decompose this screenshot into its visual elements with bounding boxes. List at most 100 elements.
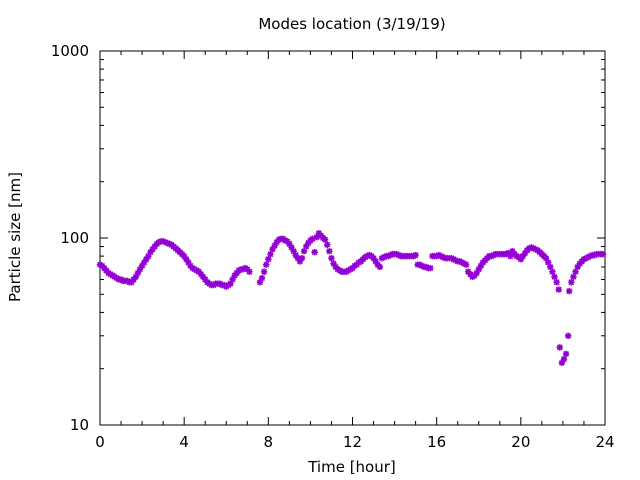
- data-point: [263, 261, 270, 268]
- data-point: [412, 251, 419, 259]
- data-point: [544, 259, 552, 266]
- data-point: [553, 279, 560, 286]
- data-point: [229, 276, 236, 283]
- data-point: [505, 249, 512, 257]
- data-point: [292, 251, 299, 259]
- data-point: [180, 252, 188, 260]
- data-point: [599, 250, 607, 258]
- plot-frame: [99, 50, 606, 426]
- data-point: [530, 245, 537, 252]
- data-point: [265, 256, 272, 263]
- data-point: [147, 248, 154, 256]
- data-point: [128, 279, 135, 286]
- data-point: [326, 247, 333, 255]
- data-point: [572, 268, 579, 275]
- data-point: [140, 259, 148, 266]
- data-point: [568, 279, 575, 286]
- x-tick-label: 8: [264, 433, 274, 451]
- data-point: [290, 247, 297, 255]
- data-point: [427, 264, 434, 272]
- data-point: [311, 248, 318, 256]
- data-point: [260, 268, 268, 275]
- data-point: [372, 258, 379, 265]
- data-point: [294, 254, 301, 262]
- data-point: [149, 246, 156, 253]
- data-point: [159, 238, 167, 245]
- x-tick-label: 4: [179, 433, 189, 451]
- y-tick-label: 10: [70, 416, 89, 434]
- data-point: [555, 286, 562, 293]
- data-point: [328, 254, 335, 262]
- data-point: [475, 266, 482, 273]
- data-point: [370, 254, 377, 262]
- data-point: [526, 245, 533, 252]
- data-point: [509, 247, 516, 255]
- data-point: [300, 247, 308, 255]
- data-points: [96, 230, 607, 367]
- data-point: [532, 246, 539, 253]
- data-point: [521, 249, 529, 257]
- data-point: [271, 242, 278, 249]
- y-tick-label: 100: [60, 229, 89, 247]
- data-point: [558, 359, 566, 367]
- data-point: [324, 241, 331, 248]
- data-point: [560, 355, 568, 363]
- data-point: [303, 243, 310, 250]
- data-point: [138, 262, 146, 270]
- data-point: [542, 254, 550, 262]
- data-point: [473, 269, 480, 277]
- data-point: [164, 239, 171, 247]
- data-point: [528, 244, 535, 251]
- x-tick-label: 24: [595, 433, 614, 451]
- data-point: [155, 238, 163, 246]
- data-point: [547, 263, 554, 271]
- data-point: [296, 258, 304, 265]
- data-point: [227, 280, 234, 287]
- tick-marks: [99, 50, 606, 426]
- data-point: [517, 256, 525, 263]
- data-point: [202, 276, 209, 283]
- data-point: [556, 344, 563, 351]
- data-point: [185, 259, 192, 266]
- data-point: [321, 236, 329, 243]
- data-point: [462, 261, 470, 268]
- y-axis-title: Particle size [nm]: [6, 172, 24, 302]
- data-point: [162, 238, 169, 246]
- data-point: [246, 268, 253, 275]
- data-point: [145, 252, 152, 260]
- y-tick-label: 1000: [51, 42, 89, 60]
- data-point: [549, 268, 556, 275]
- data-point: [183, 256, 190, 263]
- data-point: [275, 236, 283, 243]
- x-tick-label: 0: [95, 433, 105, 451]
- data-point: [134, 269, 142, 277]
- data-point: [288, 244, 295, 251]
- data-point: [570, 273, 577, 281]
- data-point: [136, 266, 144, 273]
- data-point: [564, 332, 572, 339]
- data-point: [258, 274, 266, 282]
- data-point: [551, 273, 558, 281]
- data-point: [566, 287, 573, 295]
- data-point: [166, 240, 173, 248]
- x-tick-label: 20: [511, 433, 530, 451]
- data-point: [281, 237, 289, 244]
- chart-title: Modes location (3/19/19): [258, 15, 445, 33]
- data-point: [330, 260, 337, 267]
- data-point: [519, 252, 527, 260]
- data-point: [269, 246, 276, 253]
- data-point: [477, 262, 485, 270]
- data-point: [574, 263, 581, 271]
- x-tick-label: 16: [427, 433, 446, 451]
- data-point: [313, 233, 320, 241]
- data-point: [132, 273, 139, 281]
- data-point: [256, 279, 264, 286]
- data-point: [267, 250, 274, 258]
- data-point: [562, 350, 570, 358]
- data-point: [376, 263, 384, 271]
- x-axis-title: Time [hour]: [307, 458, 396, 476]
- data-point: [298, 254, 306, 262]
- data-point: [309, 235, 316, 243]
- data-point: [507, 252, 514, 260]
